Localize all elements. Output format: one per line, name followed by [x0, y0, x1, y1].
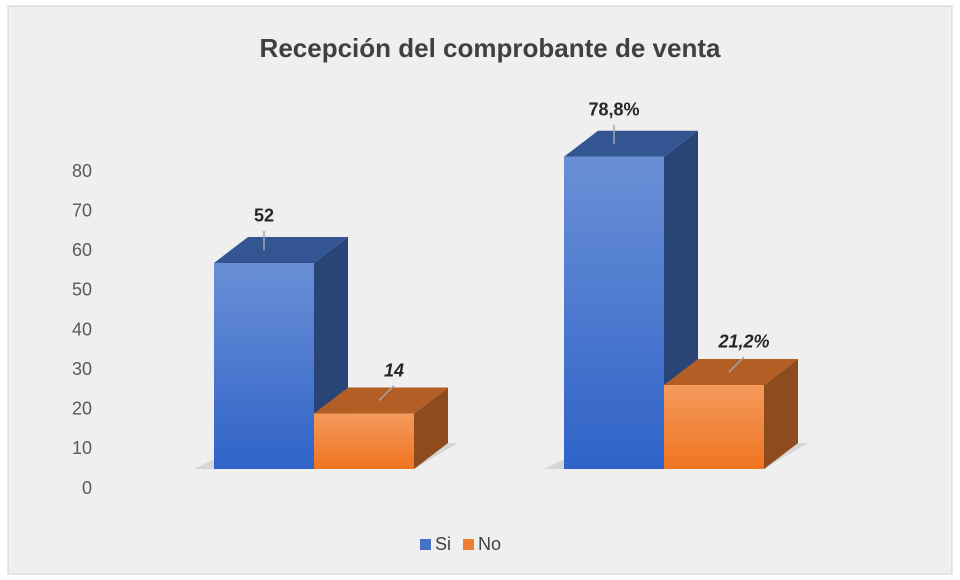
legend-label: Si: [435, 534, 451, 554]
chart-area: [7, 5, 953, 575]
bar-top: [564, 130, 698, 157]
y-tick-label: 10: [72, 438, 92, 458]
bar-side: [414, 387, 448, 469]
y-tick-label: 70: [72, 200, 92, 220]
data-label: 52: [254, 206, 274, 226]
y-tick-label: 20: [72, 399, 92, 419]
bar-side: [764, 358, 798, 469]
y-tick-label: 30: [72, 359, 92, 379]
data-label: 21,2%: [717, 332, 769, 352]
label-leader: [378, 384, 395, 402]
data-label: 78,8%: [588, 100, 639, 120]
y-tick-label: 40: [72, 319, 92, 339]
bar: [664, 384, 764, 469]
y-tick-label: 0: [82, 478, 92, 498]
bar-top: [664, 358, 798, 385]
legend-swatch: [420, 539, 431, 550]
bar: [214, 262, 314, 469]
bar-top: [314, 387, 448, 414]
bar-top: [214, 236, 348, 263]
data-label: 14: [384, 360, 404, 380]
bar: [564, 156, 664, 469]
bar: [314, 413, 414, 469]
chart-title: Recepción del comprobante de venta: [260, 33, 721, 63]
y-tick-label: 80: [72, 161, 92, 181]
y-tick-label: 50: [72, 280, 92, 300]
legend-label: No: [478, 534, 501, 554]
legend-swatch: [463, 539, 475, 550]
label-leader: [728, 356, 745, 373]
y-tick-label: 60: [72, 240, 92, 260]
